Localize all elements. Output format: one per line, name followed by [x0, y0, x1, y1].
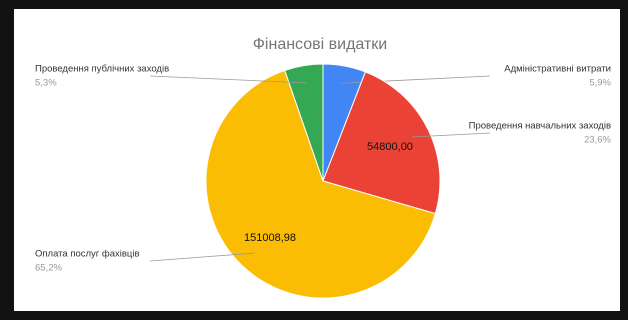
percent-label: 65,2% [35, 263, 62, 274]
percent-label: 5,9% [589, 78, 611, 89]
percent-label: 23,6% [584, 135, 611, 146]
inner-label: 151008,98 [244, 232, 296, 244]
percent-label: 5,3% [35, 78, 57, 89]
chart-title: Фінансові видатки [253, 36, 387, 53]
leader-line [149, 75, 307, 84]
pie-slice [284, 63, 324, 182]
leader-line [412, 132, 491, 138]
inner-label: 54800,00 [367, 141, 413, 153]
pie-slice [322, 71, 441, 215]
legend-label: Проведення навчальних заходів [469, 121, 611, 132]
legend-label: Адміністративні витрати [504, 64, 611, 75]
pie-slice [205, 69, 436, 299]
legend-label: Оплата послуг фахівців [35, 249, 140, 260]
leader-line [149, 252, 255, 262]
legend-label: Проведення публічних заходів [35, 64, 169, 75]
